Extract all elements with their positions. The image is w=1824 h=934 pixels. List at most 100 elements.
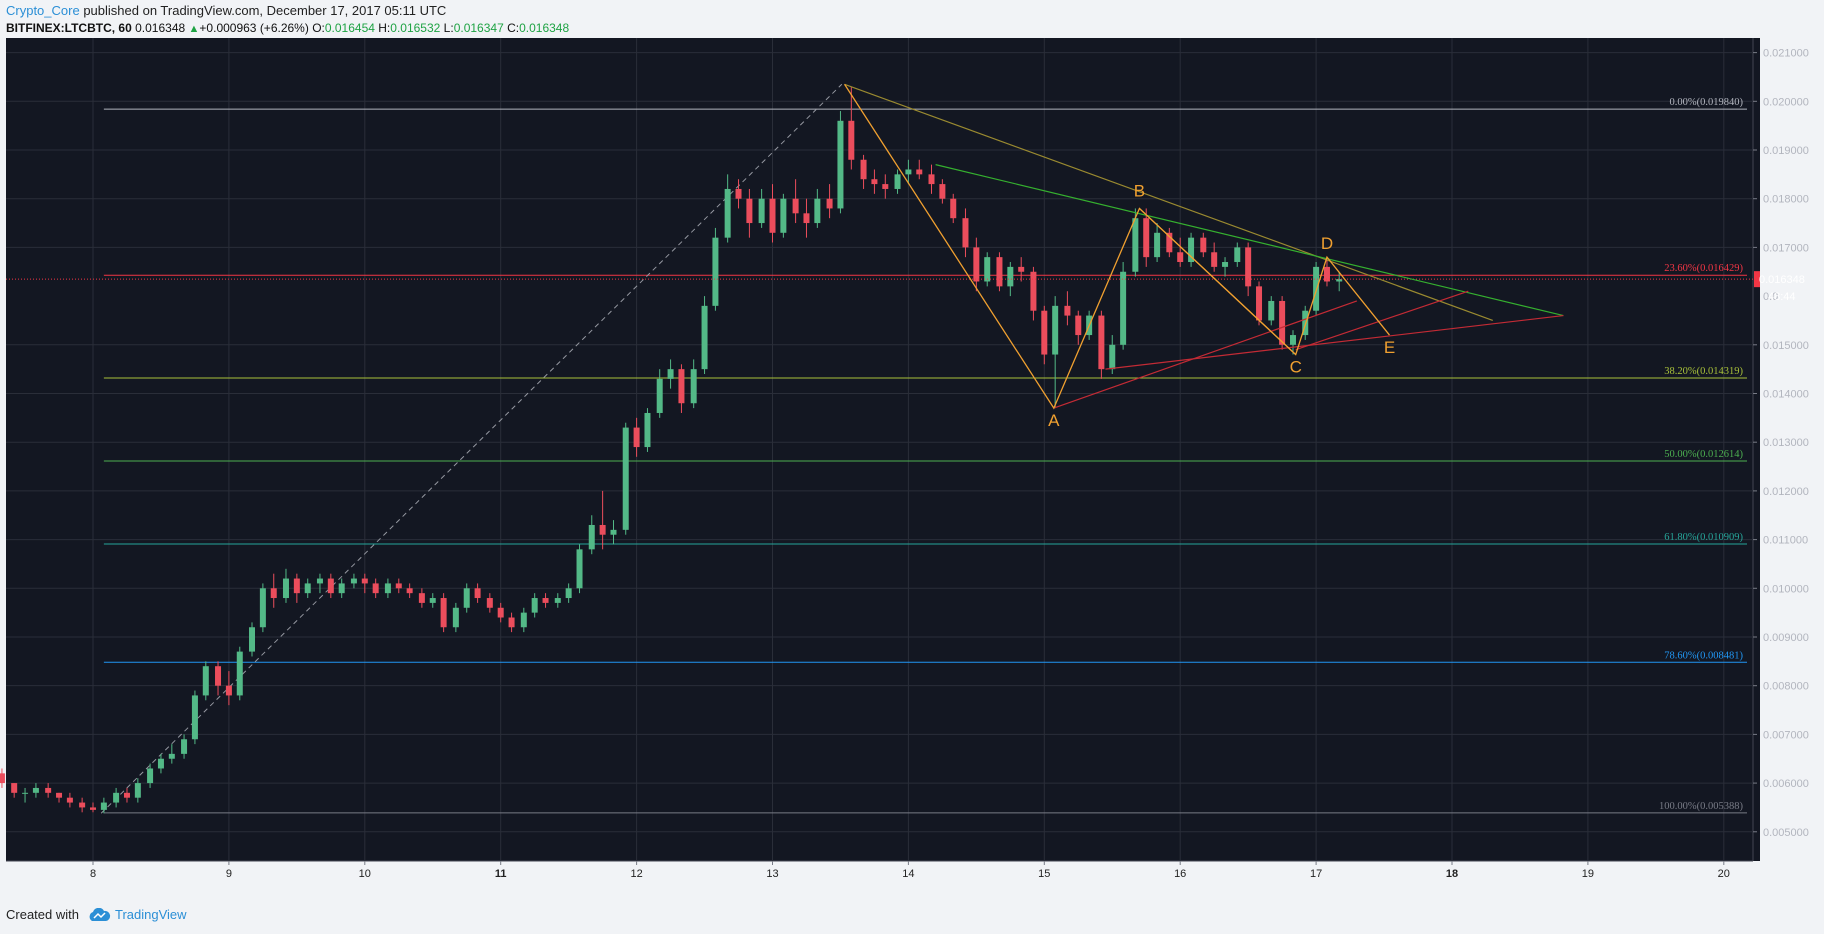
candle-body bbox=[497, 607, 504, 618]
author-link[interactable]: Crypto_Core bbox=[6, 3, 80, 18]
candle-body bbox=[56, 792, 63, 798]
pattern-point-A: A bbox=[1048, 411, 1060, 430]
candle-body bbox=[486, 598, 493, 608]
up-arrow-icon: ▲ bbox=[188, 23, 200, 35]
fib-level-label: 0.00%(0.019840) bbox=[1670, 97, 1744, 108]
candle-body bbox=[916, 169, 923, 175]
candle-body bbox=[542, 598, 549, 603]
candle-body bbox=[973, 247, 980, 282]
candle-body bbox=[304, 583, 311, 594]
candle-body bbox=[1132, 218, 1139, 272]
candle-body bbox=[656, 378, 663, 413]
time-tick-label: 19 bbox=[1582, 868, 1594, 880]
candle-body bbox=[1154, 232, 1161, 258]
candle-body bbox=[113, 792, 120, 803]
candle-body bbox=[1041, 310, 1048, 355]
candle-body bbox=[236, 651, 243, 696]
price-tick-label: 0.020000 bbox=[1763, 96, 1809, 108]
candle-body bbox=[202, 666, 209, 696]
candle-body bbox=[1064, 305, 1071, 316]
trendline-olive bbox=[844, 83, 1493, 322]
candle-body bbox=[860, 159, 867, 180]
candle-body bbox=[599, 524, 606, 535]
abcde-pattern-line bbox=[843, 83, 1390, 410]
published-text: published on TradingView.com, December 1… bbox=[79, 3, 447, 18]
price-tick-label: 0.010000 bbox=[1763, 583, 1809, 595]
candle-body bbox=[90, 807, 96, 810]
candle-body bbox=[735, 188, 742, 199]
candle-body bbox=[147, 768, 154, 784]
candle-body bbox=[667, 369, 674, 379]
candle-body bbox=[1166, 232, 1173, 253]
candle-body bbox=[11, 783, 18, 793]
price-tick-label: 0.012000 bbox=[1763, 486, 1809, 498]
price-tick-label: 0.019000 bbox=[1763, 145, 1809, 157]
fib-level-label: 38.20%(0.014319) bbox=[1664, 366, 1743, 377]
plot-area bbox=[6, 38, 1753, 861]
candle-body bbox=[576, 549, 583, 589]
candle-body bbox=[100, 802, 107, 810]
symbol-legend: BITFINEX:LTCBTC, 60 0.016348 ▲+0.000963 … bbox=[6, 21, 569, 35]
price-tick-label: 0.008000 bbox=[1763, 681, 1809, 693]
candle-body bbox=[1120, 271, 1127, 345]
candle-body bbox=[724, 188, 731, 238]
candle-body bbox=[372, 583, 379, 594]
candle-body bbox=[1018, 266, 1025, 272]
price-tick-label: 0.009000 bbox=[1763, 632, 1809, 644]
pattern-point-B: B bbox=[1134, 181, 1145, 200]
candle-body bbox=[452, 607, 459, 628]
symbol-name: BITFINEX:LTCBTC, 60 bbox=[6, 21, 132, 35]
candle-body bbox=[1268, 300, 1275, 321]
footer: Created with TradingView bbox=[6, 907, 187, 922]
candle-body bbox=[939, 184, 946, 199]
low-label: L: bbox=[443, 21, 454, 35]
high-label: H: bbox=[378, 21, 391, 35]
close-label: C: bbox=[507, 21, 520, 35]
candle-body bbox=[803, 213, 810, 224]
candle-body bbox=[826, 198, 833, 209]
candle-body bbox=[1052, 305, 1059, 355]
time-tick-label: 12 bbox=[630, 868, 642, 880]
candle-body bbox=[1075, 315, 1082, 336]
candle-body bbox=[894, 174, 901, 189]
candle-body bbox=[871, 179, 878, 185]
candle-body bbox=[984, 257, 991, 282]
price-tick-label: 0.018000 bbox=[1763, 194, 1809, 206]
last-price: 0.016348 bbox=[135, 21, 186, 35]
candle-body bbox=[361, 578, 368, 584]
candle-body bbox=[123, 792, 130, 798]
candle-body bbox=[746, 198, 753, 224]
candle-body bbox=[769, 198, 776, 233]
candle-body bbox=[701, 305, 708, 370]
time-tick-label: 16 bbox=[1174, 868, 1186, 880]
candle-body bbox=[270, 588, 277, 599]
candle-body bbox=[712, 237, 719, 306]
time-tick-label: 17 bbox=[1310, 868, 1322, 880]
candle-body bbox=[928, 174, 935, 185]
candle-body bbox=[215, 666, 222, 686]
price-tick-label: 0.005000 bbox=[1763, 827, 1809, 839]
candle-body bbox=[644, 412, 651, 448]
candle-body bbox=[962, 218, 969, 248]
candle-body bbox=[32, 787, 39, 793]
pattern-point-D: D bbox=[1321, 234, 1333, 253]
price-tick-label: 0.017000 bbox=[1763, 242, 1809, 254]
candle-body bbox=[678, 369, 685, 404]
tradingview-link[interactable]: TradingView bbox=[114, 907, 187, 922]
candle-body bbox=[249, 627, 256, 652]
time-tick-label: 18 bbox=[1446, 868, 1458, 880]
candle-body bbox=[1109, 344, 1116, 370]
last-price-badge bbox=[1754, 271, 1760, 288]
candle-body bbox=[259, 588, 266, 628]
candle-body bbox=[780, 198, 787, 233]
candle-body bbox=[1245, 247, 1252, 287]
candle-body bbox=[463, 588, 470, 608]
candle-body bbox=[474, 588, 481, 599]
high-value: 0.016532 bbox=[390, 21, 441, 35]
candle-body bbox=[0, 773, 5, 784]
trendline-red bbox=[1295, 290, 1469, 351]
time-tick-label: 20 bbox=[1718, 868, 1730, 880]
candle-body bbox=[316, 578, 323, 584]
candle-body bbox=[168, 753, 175, 759]
